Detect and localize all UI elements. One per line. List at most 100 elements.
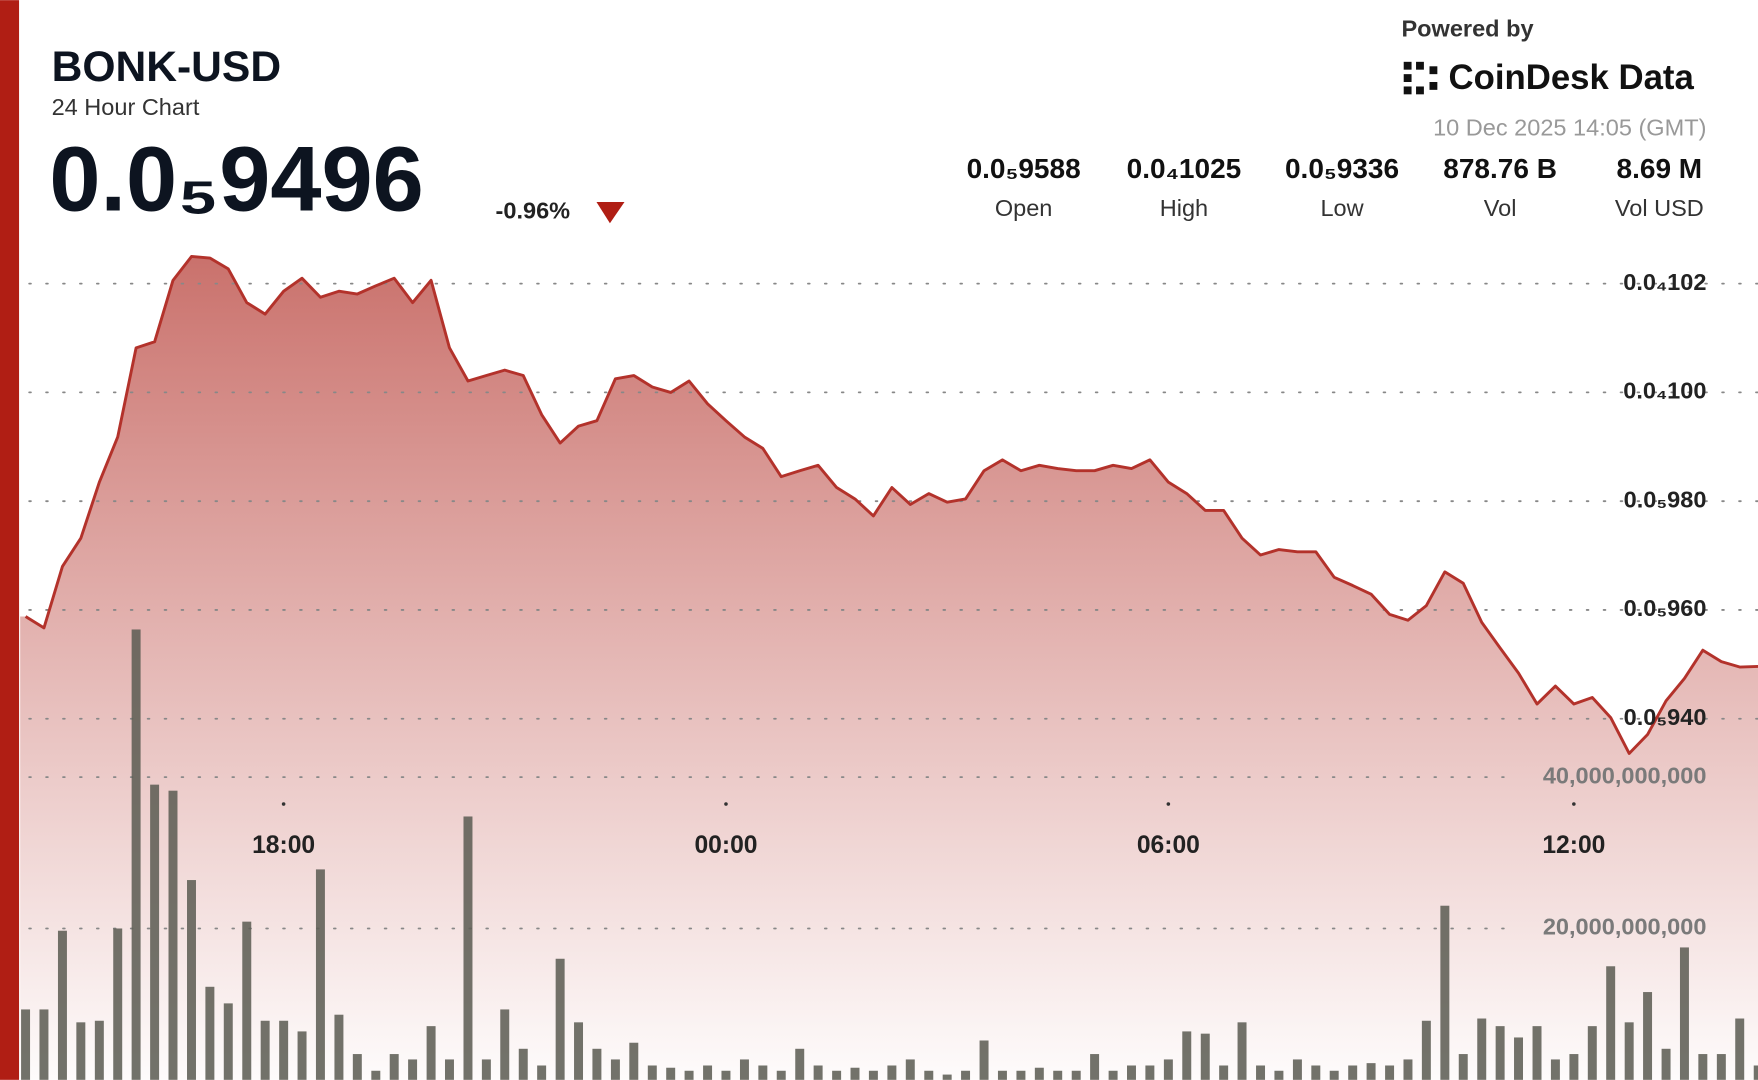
volume-bar: [1606, 966, 1616, 1080]
stat-value: 0.0₄1025: [1127, 153, 1242, 184]
x-tick-label: 06:00: [1137, 832, 1200, 859]
volume-bar: [610, 1059, 620, 1080]
volume-bar: [352, 1054, 362, 1080]
plot-area: 0.0₄102 0.0₄100 0.0₅980 0.0₅960 0.0₅940 40,00…: [20, 254, 1758, 1080]
volume-bar: [739, 1059, 749, 1080]
volume-bar: [1753, 1065, 1758, 1080]
bar-layer: [21, 629, 1758, 1080]
price-change: -0.96%: [496, 197, 571, 223]
volume-bar: [1532, 1026, 1542, 1080]
volume-bar: [537, 1065, 547, 1080]
volume-bar: [1256, 1065, 1266, 1080]
area-layer: [20, 256, 1758, 1080]
volume-bar: [57, 930, 67, 1080]
volume-bar: [279, 1020, 289, 1080]
volume-bar: [868, 1070, 878, 1080]
volume-bar: [76, 1022, 86, 1080]
label-layer: 0.0₄102 0.0₄100 0.0₅980 0.0₅960 0.0₅940 40,00…: [252, 269, 1706, 940]
volume-bar: [1108, 1070, 1118, 1080]
volume-bar: [223, 1003, 233, 1080]
stat-label: High: [1160, 195, 1208, 221]
volume-bar: [1127, 1065, 1136, 1080]
volume-bar: [408, 1059, 418, 1080]
volume-bar: [1311, 1065, 1321, 1080]
y-tick-label: 0.0₄102: [1623, 269, 1706, 295]
volume-bar: [242, 921, 252, 1080]
volume-bar: [315, 869, 325, 1080]
volume-bar: [426, 1026, 436, 1080]
stat-label: Low: [1320, 195, 1364, 221]
volume-bar: [684, 1070, 694, 1080]
volume-bar: [1477, 1018, 1487, 1080]
line-layer: [24, 254, 1758, 755]
stat-label: Vol: [1484, 195, 1517, 221]
volume-bar: [94, 1020, 104, 1080]
volume-bar: [850, 1067, 860, 1080]
volume-bar: [131, 629, 141, 1080]
chart-subtitle: 24 Hour Chart: [52, 94, 200, 120]
volume-bar: [961, 1070, 971, 1080]
price-area: [20, 256, 1758, 1080]
volume-bar: [1587, 1026, 1597, 1080]
volume-bar: [666, 1067, 676, 1080]
volume-bar: [187, 880, 196, 1080]
volume-bar: [1458, 1054, 1468, 1080]
brand-name: CoinDesk Data: [1449, 59, 1695, 97]
volume-bar: [1237, 1022, 1247, 1080]
volume-bar: [832, 1070, 842, 1080]
volume-bar: [1421, 1020, 1431, 1080]
volume-bar: [1053, 1070, 1063, 1080]
volume-bar: [1034, 1067, 1044, 1080]
volume-bar: [481, 1059, 491, 1080]
volume-bar: [205, 986, 215, 1080]
stat-label: Open: [995, 195, 1053, 221]
volume-bar: [1145, 1065, 1155, 1080]
brand-logo: [1403, 61, 1438, 95]
volume-bar: [647, 1065, 657, 1080]
stats: 0.0₅9588 Open 0.0₄1025 High 0.0₅9336 Low 878.7…: [967, 153, 1704, 221]
volume-bar: [555, 958, 565, 1080]
volume-bar: [1219, 1065, 1229, 1080]
volume-bar: [1495, 1026, 1505, 1080]
current-price: 0.0₅9496: [49, 129, 423, 231]
y-tick-label: 0.0₄100: [1623, 378, 1706, 404]
volume-bar: [1403, 1059, 1413, 1080]
volume-bar: [1569, 1054, 1579, 1080]
x-tick-label: 00:00: [694, 832, 757, 859]
volume-bar: [297, 1031, 307, 1080]
volume-bar: [629, 1042, 639, 1080]
volume-bar: [518, 1048, 528, 1080]
volume-bar: [1200, 1033, 1210, 1080]
x-tick-label: 18:00: [252, 832, 315, 859]
volume-bar: [905, 1059, 915, 1080]
powered-by: Powered by: [1401, 16, 1533, 42]
volume-bar: [703, 1065, 713, 1080]
volume-bar: [924, 1070, 934, 1080]
volume-bar: [1698, 1054, 1708, 1080]
x-tick-label: 12:00: [1542, 832, 1605, 859]
volume-bar: [1016, 1070, 1026, 1080]
y-tick-label: 0.0₅980: [1624, 486, 1707, 512]
price-line: [24, 254, 1758, 755]
volume-bar: [389, 1054, 399, 1080]
volume-bar: [1550, 1059, 1560, 1080]
volume-bar: [334, 1014, 344, 1080]
volume-bar: [1366, 1063, 1376, 1080]
volume-bar: [444, 1059, 454, 1080]
stat-value: 8.69 M: [1617, 153, 1703, 184]
volume-bar: [39, 1009, 49, 1080]
volume-bar: [1274, 1070, 1284, 1080]
y2-tick-label: 40,000,000,000: [1543, 762, 1707, 788]
volume-bar: [463, 816, 473, 1080]
stat-value: 878.76 B: [1443, 153, 1557, 184]
volume-bar: [1163, 1059, 1173, 1080]
y-tick-label: 0.0₅940: [1624, 704, 1707, 730]
x-tick-mark: [1572, 802, 1576, 806]
volume-bar: [1716, 1054, 1726, 1080]
y2-tick-label: 20,000,000,000: [1543, 914, 1707, 940]
volume-bar: [1643, 992, 1653, 1080]
volume-bar: [758, 1065, 768, 1080]
volume-bar: [1090, 1054, 1100, 1080]
volume-bar: [795, 1048, 805, 1080]
